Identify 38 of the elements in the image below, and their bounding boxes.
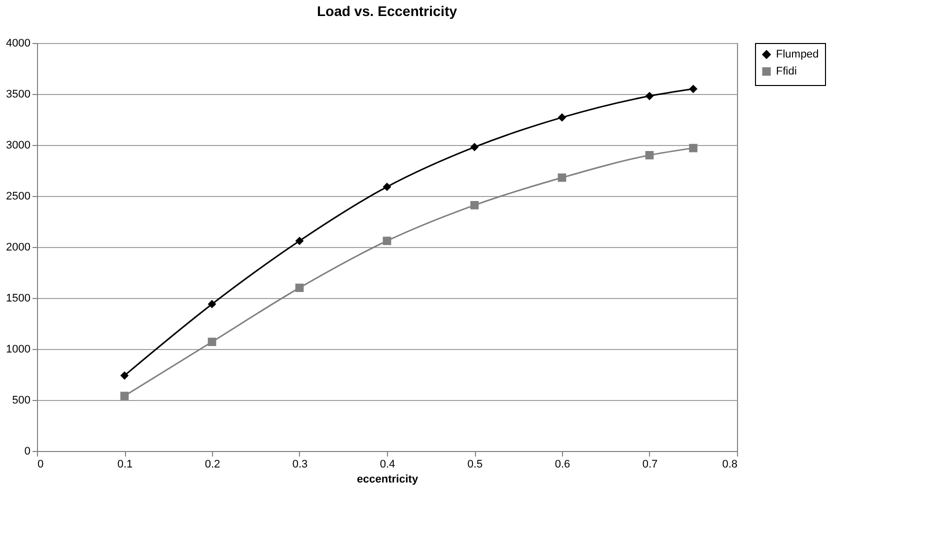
y-tick-label: 3500 [6,88,30,100]
point [382,236,392,246]
x-tick-label: 0.3 [292,458,308,470]
x-tick-label: 0.7 [642,458,658,470]
point [470,200,479,210]
legend-label: Flumped [776,48,819,60]
x-tick-label: 0.4 [380,458,396,470]
point [558,113,566,122]
point [295,284,304,292]
x-tick-label: 0.8 [722,458,738,470]
y-tick-label: 0 [24,446,30,458]
point [120,392,129,400]
point [382,182,392,192]
legend-label: Ffidi [776,66,797,78]
point [689,84,698,94]
point [295,236,304,246]
chart-title: Load vs. Eccentricity [316,3,458,19]
point [470,142,479,152]
x-tick-label: 0.2 [204,458,220,470]
y-tick-label: 2500 [6,190,30,202]
point [120,371,129,380]
x-axis-title: eccentricity [356,474,419,486]
y-tick-label: 3000 [6,140,30,152]
y-tick-label: 1000 [6,344,30,356]
x-tick-label: 0.5 [467,458,483,470]
y-tick-label: 500 [12,394,30,406]
point [208,338,216,346]
point [558,173,566,182]
y-tick-label: 4000 [6,38,30,50]
point [689,144,698,152]
x-tick-label: 0 [38,458,44,470]
point [208,300,216,308]
x-tick-label: 0.6 [554,458,570,470]
x-tick-label: 0.1 [117,458,133,470]
point [645,151,654,160]
y-tick-label: 2000 [6,242,30,254]
y-tick-label: 1500 [6,292,30,304]
point [645,92,654,100]
